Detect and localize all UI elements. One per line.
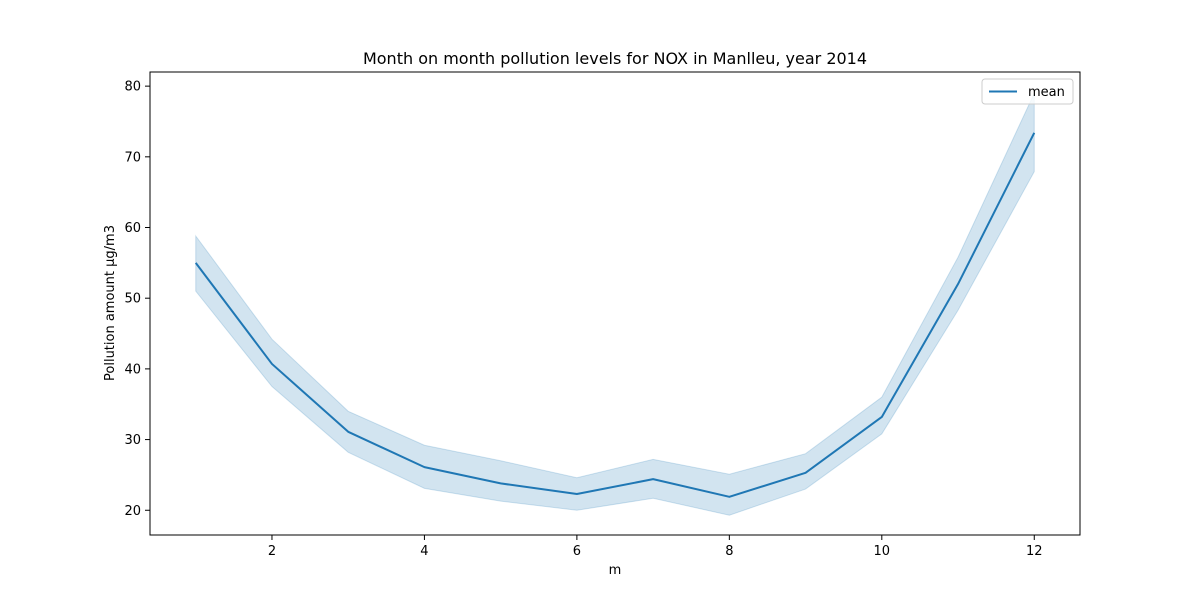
x-tick-label: 10	[874, 544, 891, 559]
y-tick-label: 40	[124, 362, 141, 377]
legend-label-0: mean	[1028, 85, 1065, 100]
plot-frame	[149, 71, 1081, 536]
y-tick-label: 80	[124, 80, 141, 95]
x-tick-label: 4	[420, 544, 428, 559]
series-line-0	[194, 132, 1036, 498]
y-tick-label: 30	[124, 433, 141, 448]
x-tick-label: 6	[573, 544, 581, 559]
x-tick-label: 12	[1026, 544, 1043, 559]
x-tick-label: 2	[268, 544, 276, 559]
y-tick-label: 20	[124, 504, 141, 519]
plot-area: 2 4 6 8 10 12 20 30 40 50 60 70 80 mean	[124, 71, 1081, 559]
chart-title: Month on month pollution levels for NOX …	[363, 49, 867, 68]
x-axis-label: m	[609, 563, 622, 578]
y-tick-label: 60	[124, 221, 141, 236]
x-tick-label: 8	[725, 544, 733, 559]
y-tick-label: 70	[124, 150, 141, 165]
y-tick-label: 50	[124, 292, 141, 307]
y-axis-label: Pollution amount µg/m3	[103, 225, 118, 381]
legend-box	[981, 78, 1074, 105]
confidence-band-0	[195, 92, 1035, 516]
